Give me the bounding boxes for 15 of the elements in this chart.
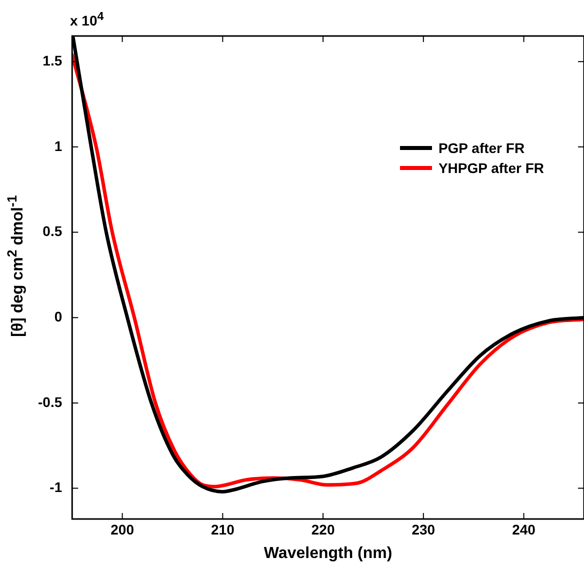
x-tick-label: 200: [110, 521, 134, 538]
legend-label: YHPGP after FR: [438, 160, 544, 176]
y-tick-label: -0.5: [38, 394, 62, 410]
x-axis-title: Wavelength (nm): [264, 544, 392, 562]
legend-label: PGP after FR: [438, 140, 525, 156]
x-tick-label: 240: [512, 521, 536, 538]
y-tick-label: 0: [54, 308, 62, 324]
y-tick-label: 1: [54, 138, 62, 154]
y-tick-label: -1: [50, 479, 62, 496]
y-tick-label: 1.5: [42, 52, 62, 68]
text: x 10$^{4}$: [70, 10, 104, 29]
x-tick-label: 230: [412, 521, 436, 538]
x-tick-label: 210: [210, 521, 235, 538]
x-tick-label: 220: [311, 521, 335, 538]
y-tick-label: 0.5: [42, 223, 62, 240]
